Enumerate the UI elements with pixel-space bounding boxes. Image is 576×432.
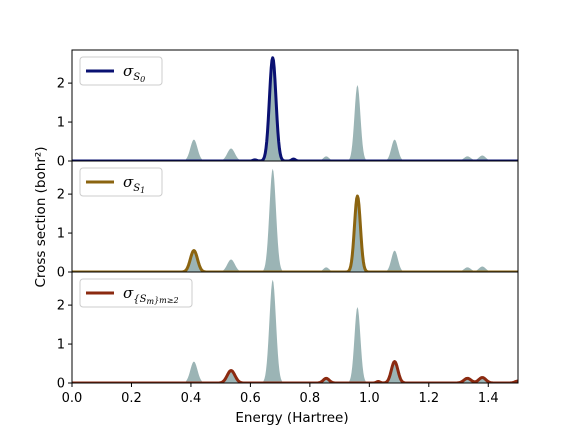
legend-2: σ{Sm}m≥2 [79, 278, 193, 308]
legend-box-0 [79, 56, 163, 86]
legend-0: σS0 [79, 56, 163, 86]
x-tick-label-4: 0.8 [300, 391, 321, 406]
legend-box-1 [79, 167, 163, 197]
panels: 0 1 2 σS0 0 1 2 σS1 0 1 2 σ{Sm}m≥2 [57, 49, 519, 392]
legend-1: σS1 [79, 167, 163, 197]
panel-2: 0 1 2 σ{Sm}m≥2 [57, 271, 519, 392]
y-tick-label-1-0: 0 [57, 266, 65, 281]
x-tick-label-0: 0.0 [62, 391, 83, 406]
y-tick-label-0-1: 1 [57, 116, 65, 131]
legend-label-1: σS1 [123, 173, 145, 195]
x-tick-label-1: 0.2 [121, 391, 142, 406]
panel-frame-2 [71, 271, 519, 384]
y-tick-label-1-2: 2 [57, 188, 65, 203]
y-axis-label: Cross section (bohr²) [33, 146, 49, 287]
y-tick-label-2-1: 1 [57, 338, 65, 353]
x-tick-label-5: 1.0 [359, 391, 380, 406]
x-tick-label-2: 0.4 [181, 391, 202, 406]
y-tick-label-0-2: 2 [57, 77, 65, 92]
x-tick-label-3: 0.6 [240, 391, 261, 406]
legend-box-2 [79, 278, 193, 308]
series-line-1 [72, 194, 518, 272]
y-tick-label-1-1: 1 [57, 227, 65, 242]
series-line-2 [72, 360, 518, 383]
legend-label-0: σS0 [123, 62, 145, 84]
panel-1: 0 1 2 σS1 [57, 160, 519, 281]
x-axis: 0.0 0.2 0.4 0.6 0.8 1.0 1.2 1.4 [62, 383, 499, 406]
x-axis-label: Energy (Hartree) [235, 410, 348, 426]
y-tick-label-2-2: 2 [57, 299, 65, 314]
panel-0: 0 1 2 σS0 [57, 49, 519, 170]
x-tick-label-6: 1.2 [418, 391, 439, 406]
y-tick-label-2-0: 0 [57, 377, 65, 392]
x-tick-label-7: 1.4 [478, 391, 499, 406]
series-line-0 [72, 56, 518, 161]
legend-label-2: σ{Sm}m≥2 [123, 284, 179, 306]
y-tick-label-0-0: 0 [57, 155, 65, 170]
